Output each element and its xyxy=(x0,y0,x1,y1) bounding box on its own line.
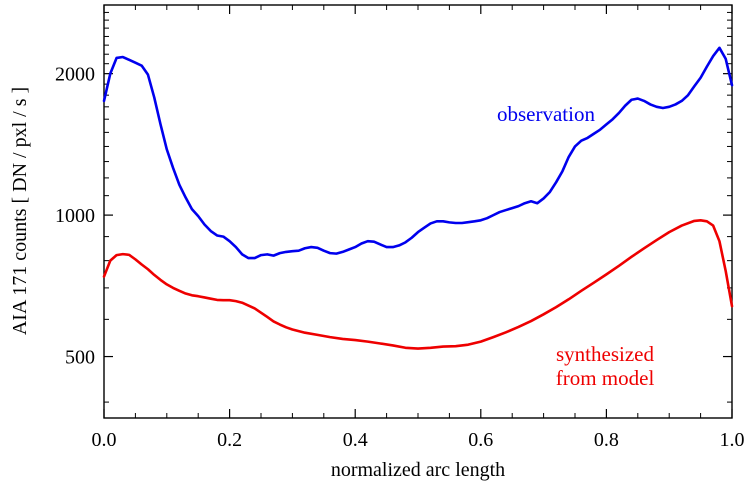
x-tick-label: 1.0 xyxy=(720,429,745,451)
series-label-observation: observation xyxy=(497,102,595,126)
x-tick-label: 0.8 xyxy=(594,429,619,451)
x-tick-label: 0.2 xyxy=(217,429,242,451)
series-line-observation xyxy=(102,46,734,260)
series-label-synthesized: synthesized xyxy=(556,342,654,366)
y-axis-ticks: 500 1000 2000 xyxy=(55,11,732,403)
series-line-synthesized xyxy=(102,218,734,350)
x-tick-label: 0.6 xyxy=(468,429,493,451)
x-tick-label: 0.4 xyxy=(343,429,368,451)
y-axis-label: AIA 171 counts [ DN / pxl / s ] xyxy=(9,87,31,335)
series-layer xyxy=(102,46,734,350)
y-tick-label: 500 xyxy=(65,347,95,369)
x-tick-label: 0.0 xyxy=(92,429,117,451)
x-axis-label: normalized arc length xyxy=(331,459,505,481)
y-tick-label: 1000 xyxy=(55,205,95,227)
series-label-synthesized: from model xyxy=(556,366,655,390)
x-axis-ticks: 0.0 0.2 0.4 0.6 0.8 1.0 xyxy=(92,5,745,451)
y-tick-label: 2000 xyxy=(55,64,95,86)
